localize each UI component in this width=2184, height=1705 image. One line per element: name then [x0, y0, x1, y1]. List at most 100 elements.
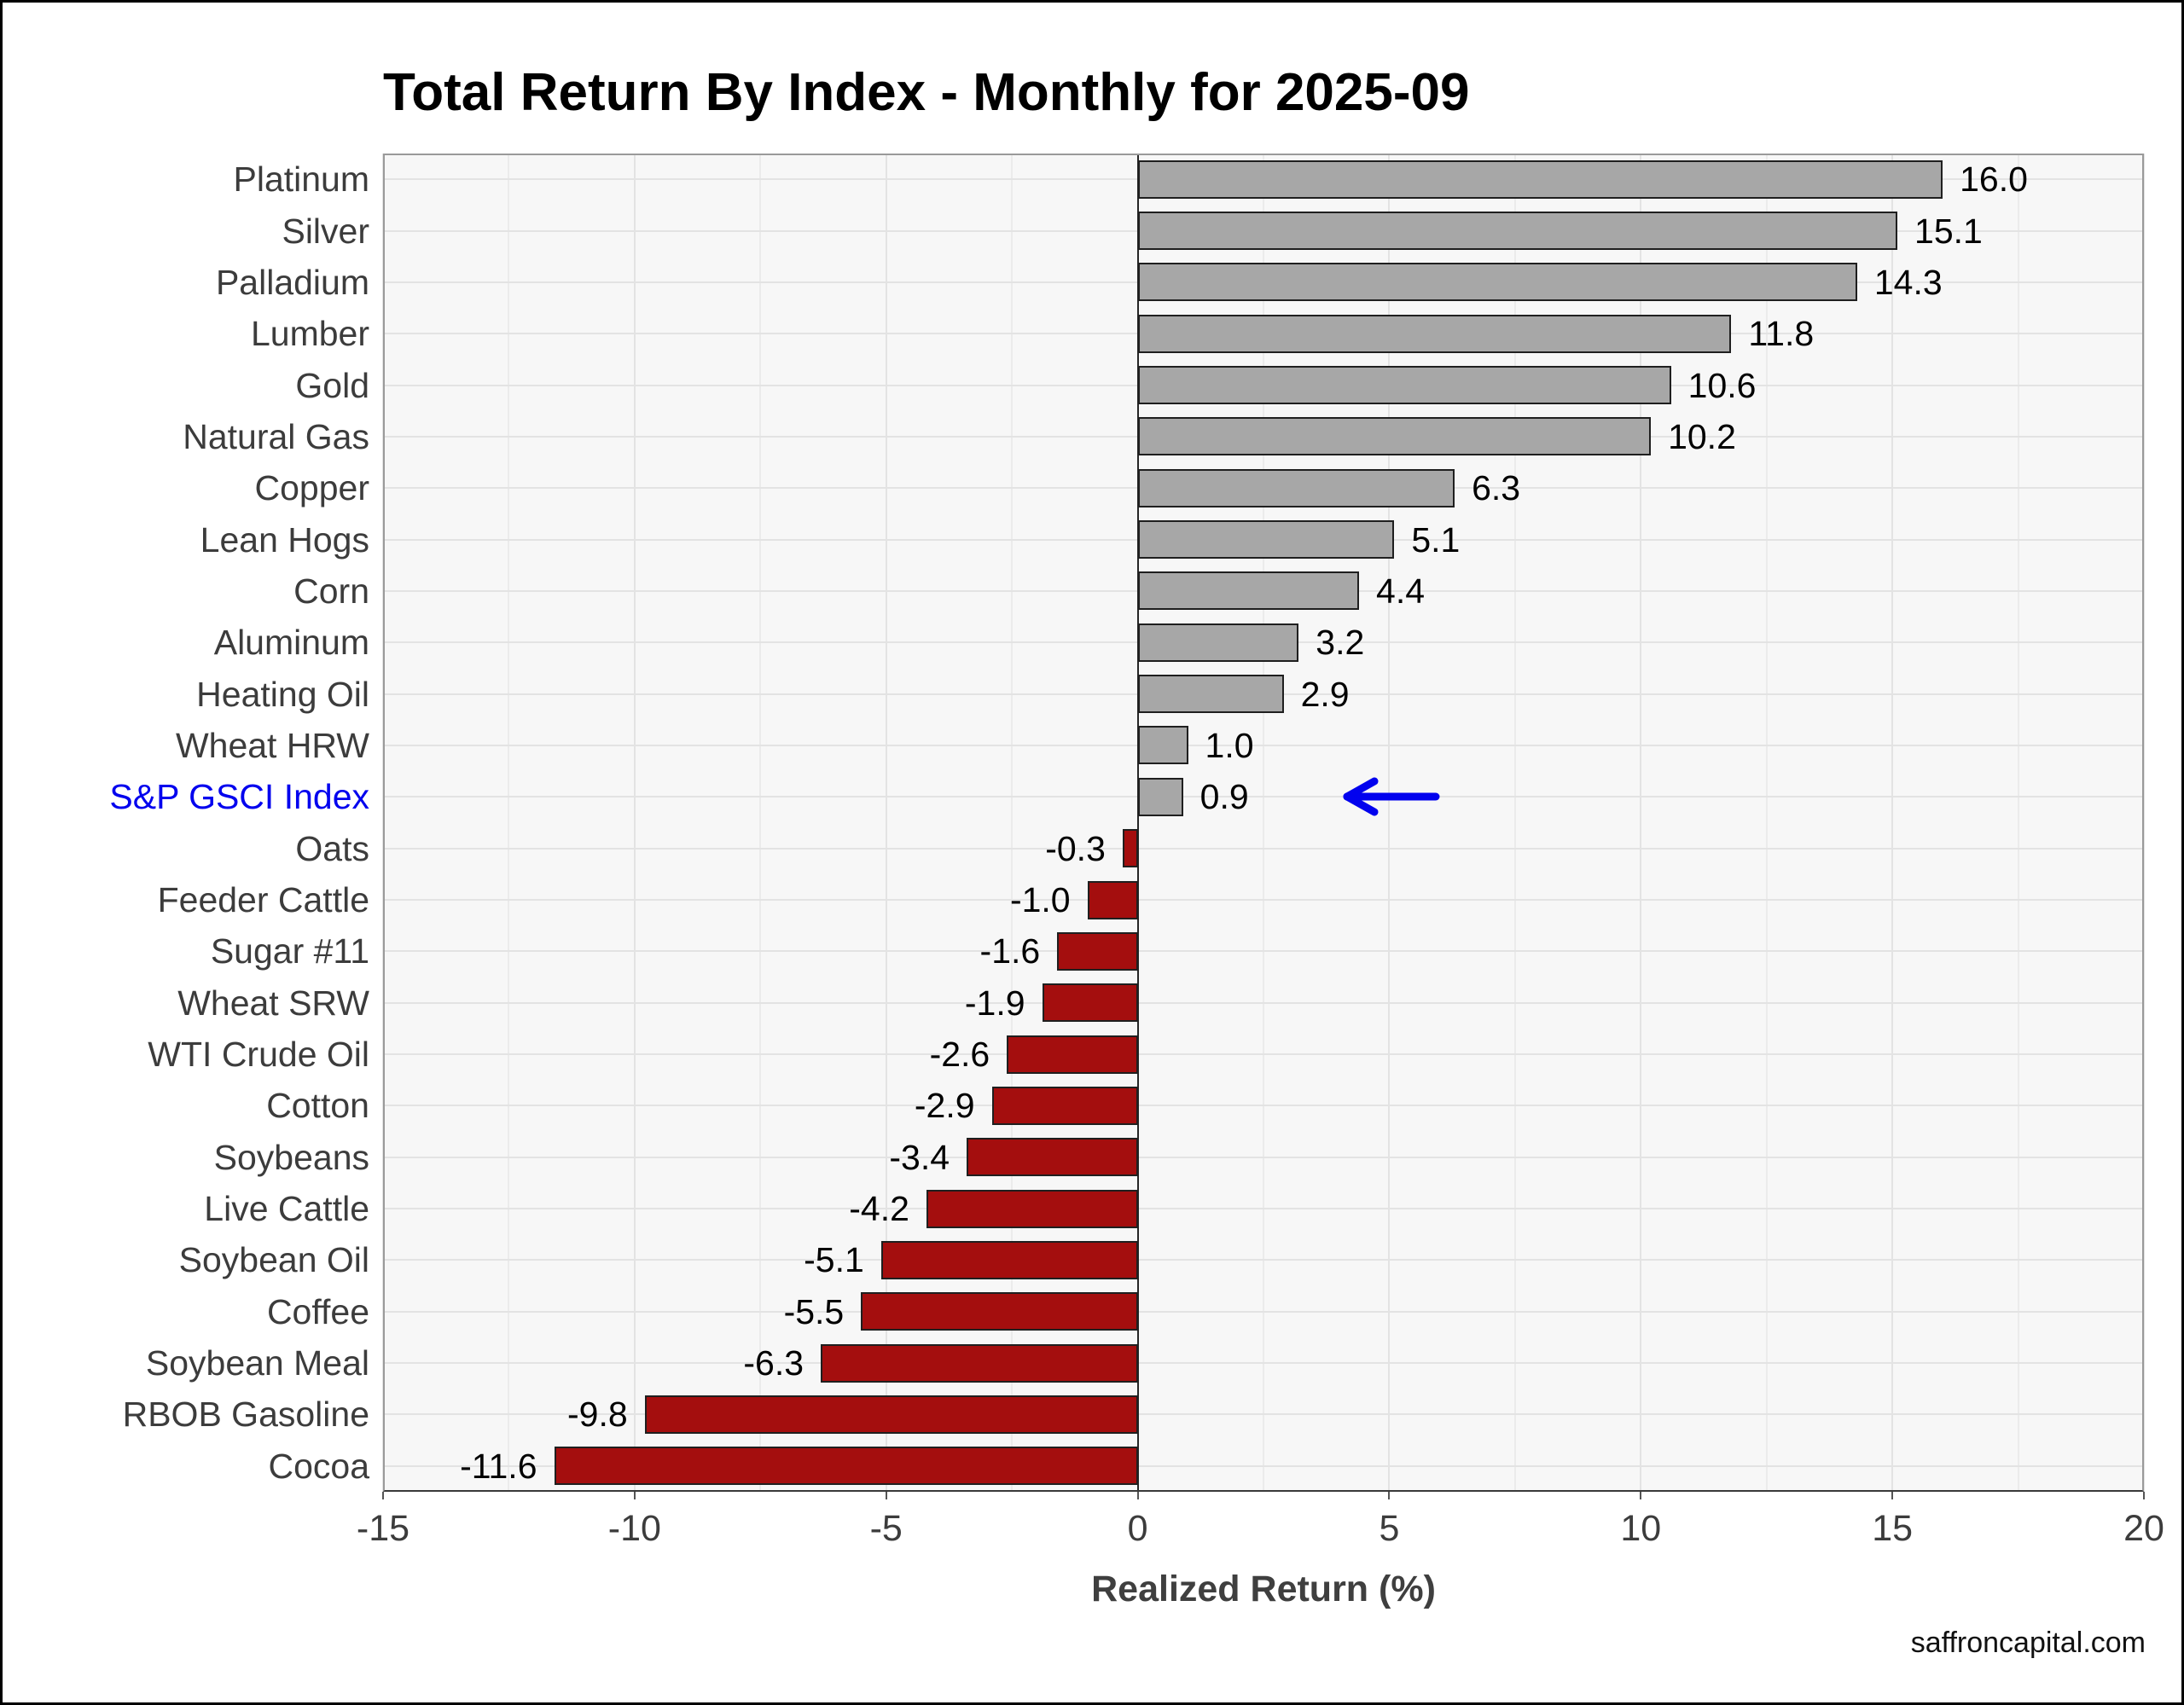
- x-tick-label: -10: [607, 1508, 661, 1549]
- value-label-silver: 15.1: [1914, 211, 1983, 251]
- x-tick-label: 0: [1127, 1508, 1148, 1549]
- gridline-h: [383, 899, 2144, 902]
- bar-lean-hogs: [1137, 520, 1395, 560]
- value-label-cotton: -2.9: [914, 1086, 975, 1126]
- plot-area: 16.0 15.1 14.3 11.8 10.6 10.2 6.3 5.1 4.4 3.2 2.9 1…: [382, 154, 2145, 1492]
- value-label-oats: -0.3: [1045, 828, 1106, 868]
- bar-lumber: [1137, 314, 1732, 353]
- value-label-soybean-meal: -6.3: [743, 1343, 804, 1383]
- gridline-h: [383, 1259, 2144, 1261]
- gridline-h: [383, 796, 2144, 798]
- bar-soybeans: [967, 1138, 1138, 1177]
- category-label-corn: Corn: [293, 571, 369, 611]
- value-label-natural-gas: 10.2: [1668, 416, 1736, 456]
- gridline-h: [383, 1310, 2144, 1313]
- gridline-v-minor: [1765, 154, 1768, 1492]
- x-tick-mark: [885, 1492, 887, 1499]
- category-label-soybean-oil: Soybean Oil: [178, 1240, 369, 1280]
- bar-gold: [1137, 366, 1671, 405]
- category-label-silver: Silver: [282, 211, 369, 251]
- gridline-v-major: [1388, 154, 1391, 1492]
- category-label-copper: Copper: [254, 468, 369, 508]
- category-label-feeder-cattle: Feeder Cattle: [157, 880, 369, 920]
- value-label-corn: 4.4: [1376, 571, 1426, 611]
- category-label-heating-oil: Heating Oil: [196, 674, 369, 714]
- bar-wheat-hrw: [1137, 726, 1188, 765]
- bar-cocoa: [554, 1447, 1138, 1486]
- gridline-v-major: [885, 154, 887, 1492]
- value-label-soybeans: -3.4: [889, 1137, 950, 1177]
- value-label-wheat-srw: -1.9: [964, 983, 1025, 1023]
- category-label-live-cattle: Live Cattle: [204, 1189, 369, 1229]
- value-label-soybean-oil: -5.1: [804, 1240, 864, 1280]
- x-tick-mark: [1388, 1492, 1391, 1499]
- bar-silver: [1137, 212, 1898, 251]
- category-label-wheat-srw: Wheat SRW: [177, 983, 369, 1023]
- x-tick-label: -5: [869, 1508, 903, 1549]
- bar-soybean-meal: [821, 1343, 1138, 1383]
- value-label-aluminum: 3.2: [1316, 623, 1365, 663]
- x-tick-label: 15: [1872, 1508, 1914, 1549]
- gridline-v-major: [633, 154, 636, 1492]
- x-tick-mark: [1640, 1492, 1642, 1499]
- gridline-v-minor: [759, 154, 762, 1492]
- value-label-copper: 6.3: [1472, 468, 1521, 508]
- gridline-v-minor: [2017, 154, 2019, 1492]
- value-label-rbob-gasoline: -9.8: [566, 1395, 628, 1435]
- category-label-coffee: Coffee: [266, 1291, 369, 1331]
- bar-coffee: [861, 1292, 1138, 1331]
- gridline-v-minor: [1263, 154, 1264, 1492]
- watermark: saffroncapital.com: [1910, 1627, 2146, 1659]
- gridline-h: [383, 1156, 2144, 1158]
- x-tick-label: -15: [356, 1508, 410, 1549]
- bar-wti-crude-oil: [1007, 1035, 1138, 1074]
- gridline-v-minor: [508, 154, 510, 1492]
- gridline-v-minor: [1513, 154, 1516, 1492]
- gridline-h: [383, 1053, 2144, 1056]
- value-label-live-cattle: -4.2: [849, 1189, 909, 1229]
- category-label-sugar-11: Sugar #11: [210, 931, 369, 971]
- category-label-soybeans: Soybeans: [213, 1137, 369, 1177]
- category-label-natural-gas: Natural Gas: [183, 416, 369, 456]
- gridline-v-major: [382, 154, 384, 1492]
- category-label-wheat-hrw: Wheat HRW: [175, 725, 369, 765]
- bar-copper: [1137, 468, 1455, 507]
- bar-corn: [1137, 571, 1360, 611]
- category-label-rbob-gasoline: RBOB Gasoline: [122, 1395, 369, 1435]
- category-label-aluminum: Aluminum: [213, 623, 369, 663]
- gridline-h: [383, 1208, 2144, 1210]
- category-label-lean-hogs: Lean Hogs: [200, 519, 369, 560]
- value-label-heating-oil: 2.9: [1300, 674, 1350, 714]
- x-tick-label: 5: [1379, 1508, 1400, 1549]
- x-tick-mark: [382, 1492, 384, 1499]
- bar-feeder-cattle: [1087, 880, 1138, 919]
- bar-cotton: [991, 1086, 1138, 1125]
- gridline-h: [383, 1362, 2144, 1365]
- bar-wheat-srw: [1042, 983, 1138, 1023]
- bar-heating-oil: [1137, 675, 1284, 714]
- x-tick-mark: [1891, 1492, 1894, 1499]
- category-label-soybean-meal: Soybean Meal: [145, 1343, 369, 1383]
- zero-baseline: [1136, 154, 1139, 1492]
- x-tick-mark: [633, 1492, 636, 1499]
- x-axis-label: Realized Return (%): [1091, 1569, 1436, 1609]
- gridline-h: [383, 847, 2144, 850]
- value-label-cocoa: -11.6: [460, 1446, 537, 1486]
- value-label-lumber: 11.8: [1748, 314, 1815, 354]
- value-label-wheat-hrw: 1.0: [1205, 725, 1254, 765]
- value-label-wti-crude-oil: -2.6: [929, 1035, 990, 1075]
- category-label-s-p-gsci-index: S&P GSCI Index: [109, 777, 369, 817]
- bar-s-p-gsci-index: [1137, 777, 1183, 816]
- value-label-lean-hogs: 5.1: [1411, 519, 1461, 560]
- gridline-h: [383, 1413, 2144, 1416]
- bar-soybean-oil: [880, 1240, 1138, 1279]
- category-label-oats: Oats: [295, 828, 369, 868]
- gridline-v-minor: [1011, 154, 1014, 1492]
- bar-rbob-gasoline: [644, 1395, 1138, 1434]
- x-tick-label: 20: [2123, 1508, 2164, 1549]
- value-label-s-p-gsci-index: 0.9: [1199, 777, 1249, 817]
- x-tick-mark: [2143, 1492, 2145, 1499]
- gridline-h: [383, 744, 2144, 746]
- gridline-h: [383, 1105, 2144, 1107]
